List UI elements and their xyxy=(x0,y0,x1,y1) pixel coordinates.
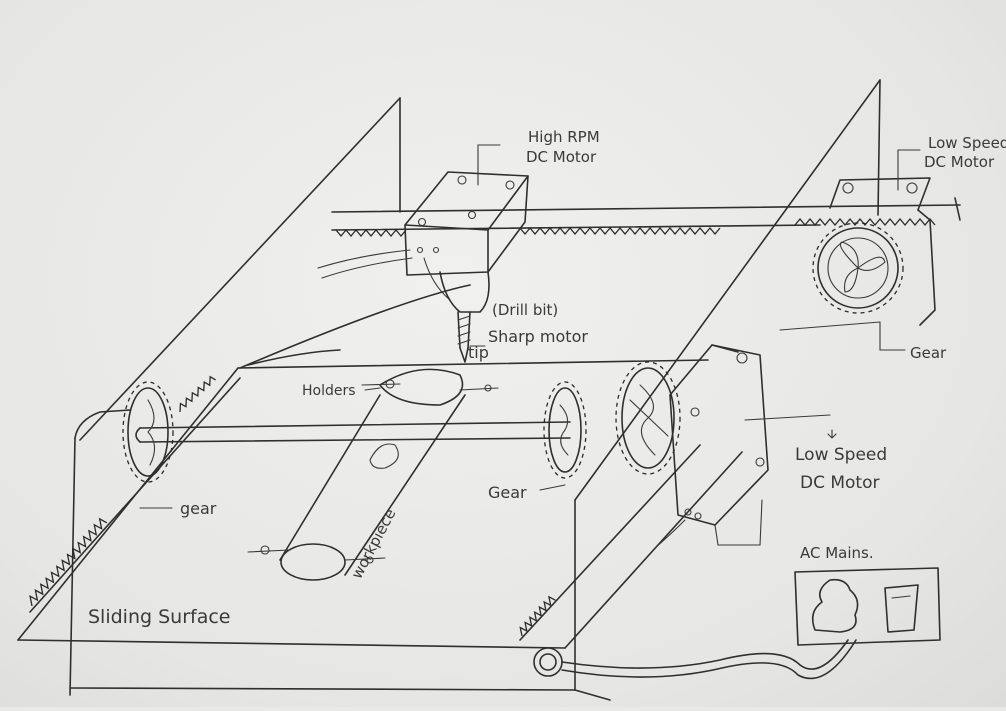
left-rack xyxy=(29,375,241,613)
top-low-speed-motor xyxy=(779,177,936,331)
label-low-speed-right-2: DC Motor xyxy=(800,473,880,493)
label-ac-mains: AC Mains. xyxy=(800,544,874,562)
drill-bit xyxy=(457,311,471,363)
high-rpm-motor xyxy=(317,171,529,313)
label-sliding-surface: Sliding Surface xyxy=(88,606,230,628)
label-workpiece: workpiece xyxy=(348,506,400,582)
right-gear xyxy=(615,361,681,475)
label-drill-bit: (Drill bit) xyxy=(492,301,558,319)
label-sharp-tip-1: Sharp motor xyxy=(488,327,588,346)
label-gear-right: Gear xyxy=(910,344,947,362)
label-high-rpm-1: High RPM xyxy=(528,128,600,146)
label-sharp-tip-2: tip xyxy=(468,343,489,362)
upper-frame xyxy=(79,79,881,501)
base-platform xyxy=(17,349,743,701)
label-holders: Holders xyxy=(302,383,356,399)
label-high-rpm-2: DC Motor xyxy=(526,148,597,166)
label-low-speed-top-2: DC Motor xyxy=(924,153,995,171)
label-low-speed-top-1: Low Speed xyxy=(928,134,1006,152)
center-gear xyxy=(543,381,587,479)
top-gear xyxy=(812,222,904,314)
holders xyxy=(247,379,499,564)
right-rack xyxy=(519,444,701,641)
power-cable xyxy=(533,639,857,680)
right-low-speed-motor xyxy=(654,344,831,549)
text-labels: High RPM DC Motor Low Speed DC Motor (Dr… xyxy=(88,128,1006,628)
label-pointers xyxy=(139,144,921,509)
ac-mains-socket xyxy=(794,567,941,646)
cross-shaft xyxy=(135,421,571,443)
top-rack xyxy=(331,197,961,238)
left-gear xyxy=(122,381,174,483)
workpiece xyxy=(279,368,466,581)
label-gear-left: gear xyxy=(180,499,217,518)
label-low-speed-right-1: Low Speed xyxy=(795,445,887,465)
label-gear-center: Gear xyxy=(488,483,527,502)
